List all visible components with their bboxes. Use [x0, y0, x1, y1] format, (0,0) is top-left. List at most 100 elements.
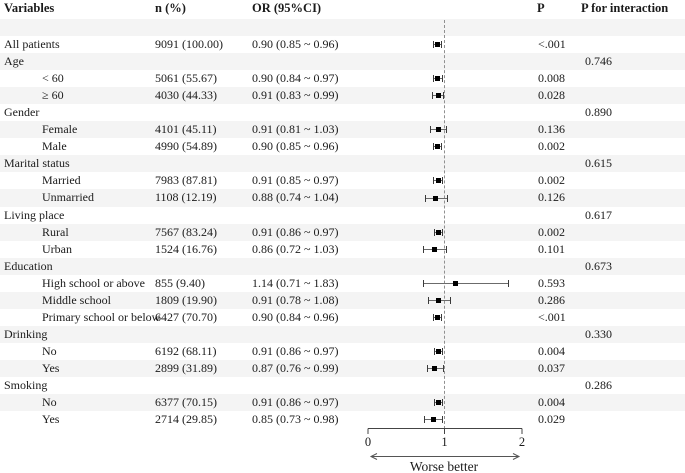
axis-tick-2: 2 — [519, 435, 525, 449]
p-interaction-value: 0.617 — [585, 207, 612, 222]
p-value: 0.004 — [538, 343, 565, 358]
header-or-ci: OR (95%CI) — [252, 1, 322, 15]
group-row: Age 0.746 — [0, 53, 685, 71]
group-row: Smoking 0.286 — [0, 377, 685, 394]
or-ci-text: 0.91 (0.78 ~ 1.08) — [252, 292, 339, 307]
n-percent-value: 4030 (44.33) — [155, 88, 217, 103]
group-row: Marital status 0.615 — [0, 155, 685, 173]
row-label: No — [42, 395, 57, 410]
p-value: 0.593 — [538, 275, 565, 290]
row-label: < 60 — [42, 71, 64, 86]
row-label: No — [42, 343, 57, 358]
row-label: High school or above — [42, 275, 145, 290]
n-percent-value: 1524 (16.76) — [155, 241, 217, 256]
p-value: <.001 — [538, 37, 566, 52]
p-value: 0.002 — [538, 139, 565, 154]
data-row: Urban 1524 (16.76) 0.86 (0.72 ~ 1.03) 0.101 — [0, 241, 685, 258]
n-percent-value: 855 (9.40) — [155, 275, 205, 290]
p-value: 0.037 — [538, 360, 565, 375]
p-value: 0.136 — [538, 122, 565, 137]
data-row: All patients 9091 (100.00) 0.90 (0.85 ~ 0.… — [0, 36, 685, 53]
axis-tick-0: 0 — [365, 435, 371, 449]
group-row: Gender 0.890 — [0, 104, 685, 121]
row-label: All patients — [4, 37, 60, 52]
p-interaction-value: 0.330 — [585, 326, 612, 341]
p-value: <.001 — [538, 309, 566, 324]
n-percent-value: 9091 (100.00) — [155, 37, 223, 52]
row-label: Age — [4, 54, 24, 69]
spacer-row — [0, 19, 685, 37]
header-n-percent: n (%) — [155, 1, 186, 15]
group-row: Living place 0.617 — [0, 207, 685, 224]
p-value: 0.126 — [538, 190, 565, 205]
or-ci-text: 0.85 (0.73 ~ 0.98) — [252, 412, 339, 427]
axis-tick-1: 1 — [441, 435, 447, 449]
or-ci-text: 0.91 (0.86 ~ 0.97) — [252, 343, 339, 358]
data-row: Male 4990 (54.89) 0.90 (0.85 ~ 0.96) 0.002 — [0, 138, 685, 155]
row-label: Living place — [4, 207, 65, 222]
data-row: Married 7983 (87.81) 0.91 (0.85 ~ 0.97) 0.0… — [0, 172, 685, 189]
data-row: Yes 2714 (29.85) 0.85 (0.73 ~ 0.98) 0.029 — [0, 411, 685, 428]
row-label: Unmarried — [42, 190, 94, 205]
or-ci-text: 0.90 (0.84 ~ 0.97) — [252, 71, 339, 86]
p-value: 0.101 — [538, 241, 565, 256]
data-row: High school or above 855 (9.40) 1.14 (0.71… — [0, 275, 685, 292]
or-ci-text: 0.91 (0.86 ~ 0.97) — [252, 224, 339, 239]
data-row: Rural 7567 (83.24) 0.91 (0.86 ~ 0.97) 0.002 — [0, 223, 685, 241]
or-ci-text: 0.88 (0.74 ~ 1.04) — [252, 190, 339, 205]
data-row: No 6192 (68.11) 0.91 (0.86 ~ 0.97) 0.004 — [0, 343, 685, 360]
p-interaction-value: 0.890 — [585, 105, 612, 120]
group-row: Drinking 0.330 — [0, 325, 685, 343]
data-row: Female 4101 (45.11) 0.91 (0.81 ~ 1.03) 0.13… — [0, 121, 685, 139]
n-percent-value: 7567 (83.24) — [155, 224, 217, 239]
or-ci-text: 0.91 (0.83 ~ 0.99) — [252, 88, 339, 103]
data-row: < 60 5061 (55.67) 0.90 (0.84 ~ 0.97) 0.008 — [0, 70, 685, 87]
n-percent-value: 6192 (68.11) — [155, 343, 217, 358]
or-ci-text: 0.91 (0.86 ~ 0.97) — [252, 395, 339, 410]
group-row: Education 0.673 — [0, 257, 685, 275]
data-row: ≥ 60 4030 (44.33) 0.91 (0.83 ~ 0.99) 0.028 — [0, 87, 685, 105]
p-interaction-value: 0.746 — [585, 54, 612, 69]
row-label: Smoking — [4, 377, 48, 392]
p-value: 0.004 — [538, 395, 565, 410]
n-percent-value: 6377 (70.15) — [155, 395, 217, 410]
row-label: Male — [42, 139, 67, 154]
p-value: 0.002 — [538, 173, 565, 188]
n-percent-value: 5061 (55.67) — [155, 71, 217, 86]
p-interaction-value: 0.615 — [585, 156, 612, 171]
row-label: ≥ 60 — [42, 88, 64, 103]
n-percent-value: 6427 (70.70) — [155, 309, 217, 324]
p-value: 0.028 — [538, 88, 565, 103]
direction-arrows-icon — [369, 453, 521, 460]
or-ci-text: 0.90 (0.85 ~ 0.96) — [252, 139, 339, 154]
row-label: Yes — [42, 412, 60, 427]
row-label: Urban — [42, 241, 72, 256]
row-label: Education — [4, 258, 53, 273]
data-row: Yes 2899 (31.89) 0.87 (0.76 ~ 0.99) 0.037 — [0, 359, 685, 377]
or-ci-text: 0.91 (0.85 ~ 0.97) — [252, 173, 339, 188]
n-percent-value: 7983 (87.81) — [155, 173, 217, 188]
data-row: No 6377 (70.15) 0.91 (0.86 ~ 0.97) 0.004 — [0, 394, 685, 412]
row-label: Female — [42, 122, 78, 137]
n-percent-value: 2899 (31.89) — [155, 360, 217, 375]
row-label: Gender — [4, 105, 40, 120]
n-percent-value: 1809 (19.90) — [155, 292, 217, 307]
row-label: Middle school — [42, 292, 111, 307]
p-value: 0.008 — [538, 71, 565, 86]
or-ci-text: 0.87 (0.76 ~ 0.99) — [252, 360, 339, 375]
x-axis: 0 1 2 Worse better — [365, 428, 525, 473]
p-interaction-value: 0.673 — [585, 258, 612, 273]
p-interaction-value: 0.286 — [585, 377, 612, 392]
n-percent-value: 1108 (12.19) — [155, 190, 217, 205]
header-p-interaction: P for interaction — [581, 1, 669, 15]
header-p-value: P — [537, 1, 545, 15]
data-row: Unmarried 1108 (12.19) 0.88 (0.74 ~ 1.04) 0… — [0, 189, 685, 207]
n-percent-value: 4101 (45.11) — [155, 122, 217, 137]
or-ci-text: 0.90 (0.85 ~ 0.96) — [252, 37, 339, 52]
header-variables: Variables — [4, 1, 55, 15]
row-label: Primary school or below — [42, 309, 161, 324]
n-percent-value: 4990 (54.89) — [155, 139, 217, 154]
or-ci-text: 0.90 (0.84 ~ 0.96) — [252, 309, 339, 324]
or-ci-text: 1.14 (0.71 ~ 1.83) — [252, 275, 339, 290]
